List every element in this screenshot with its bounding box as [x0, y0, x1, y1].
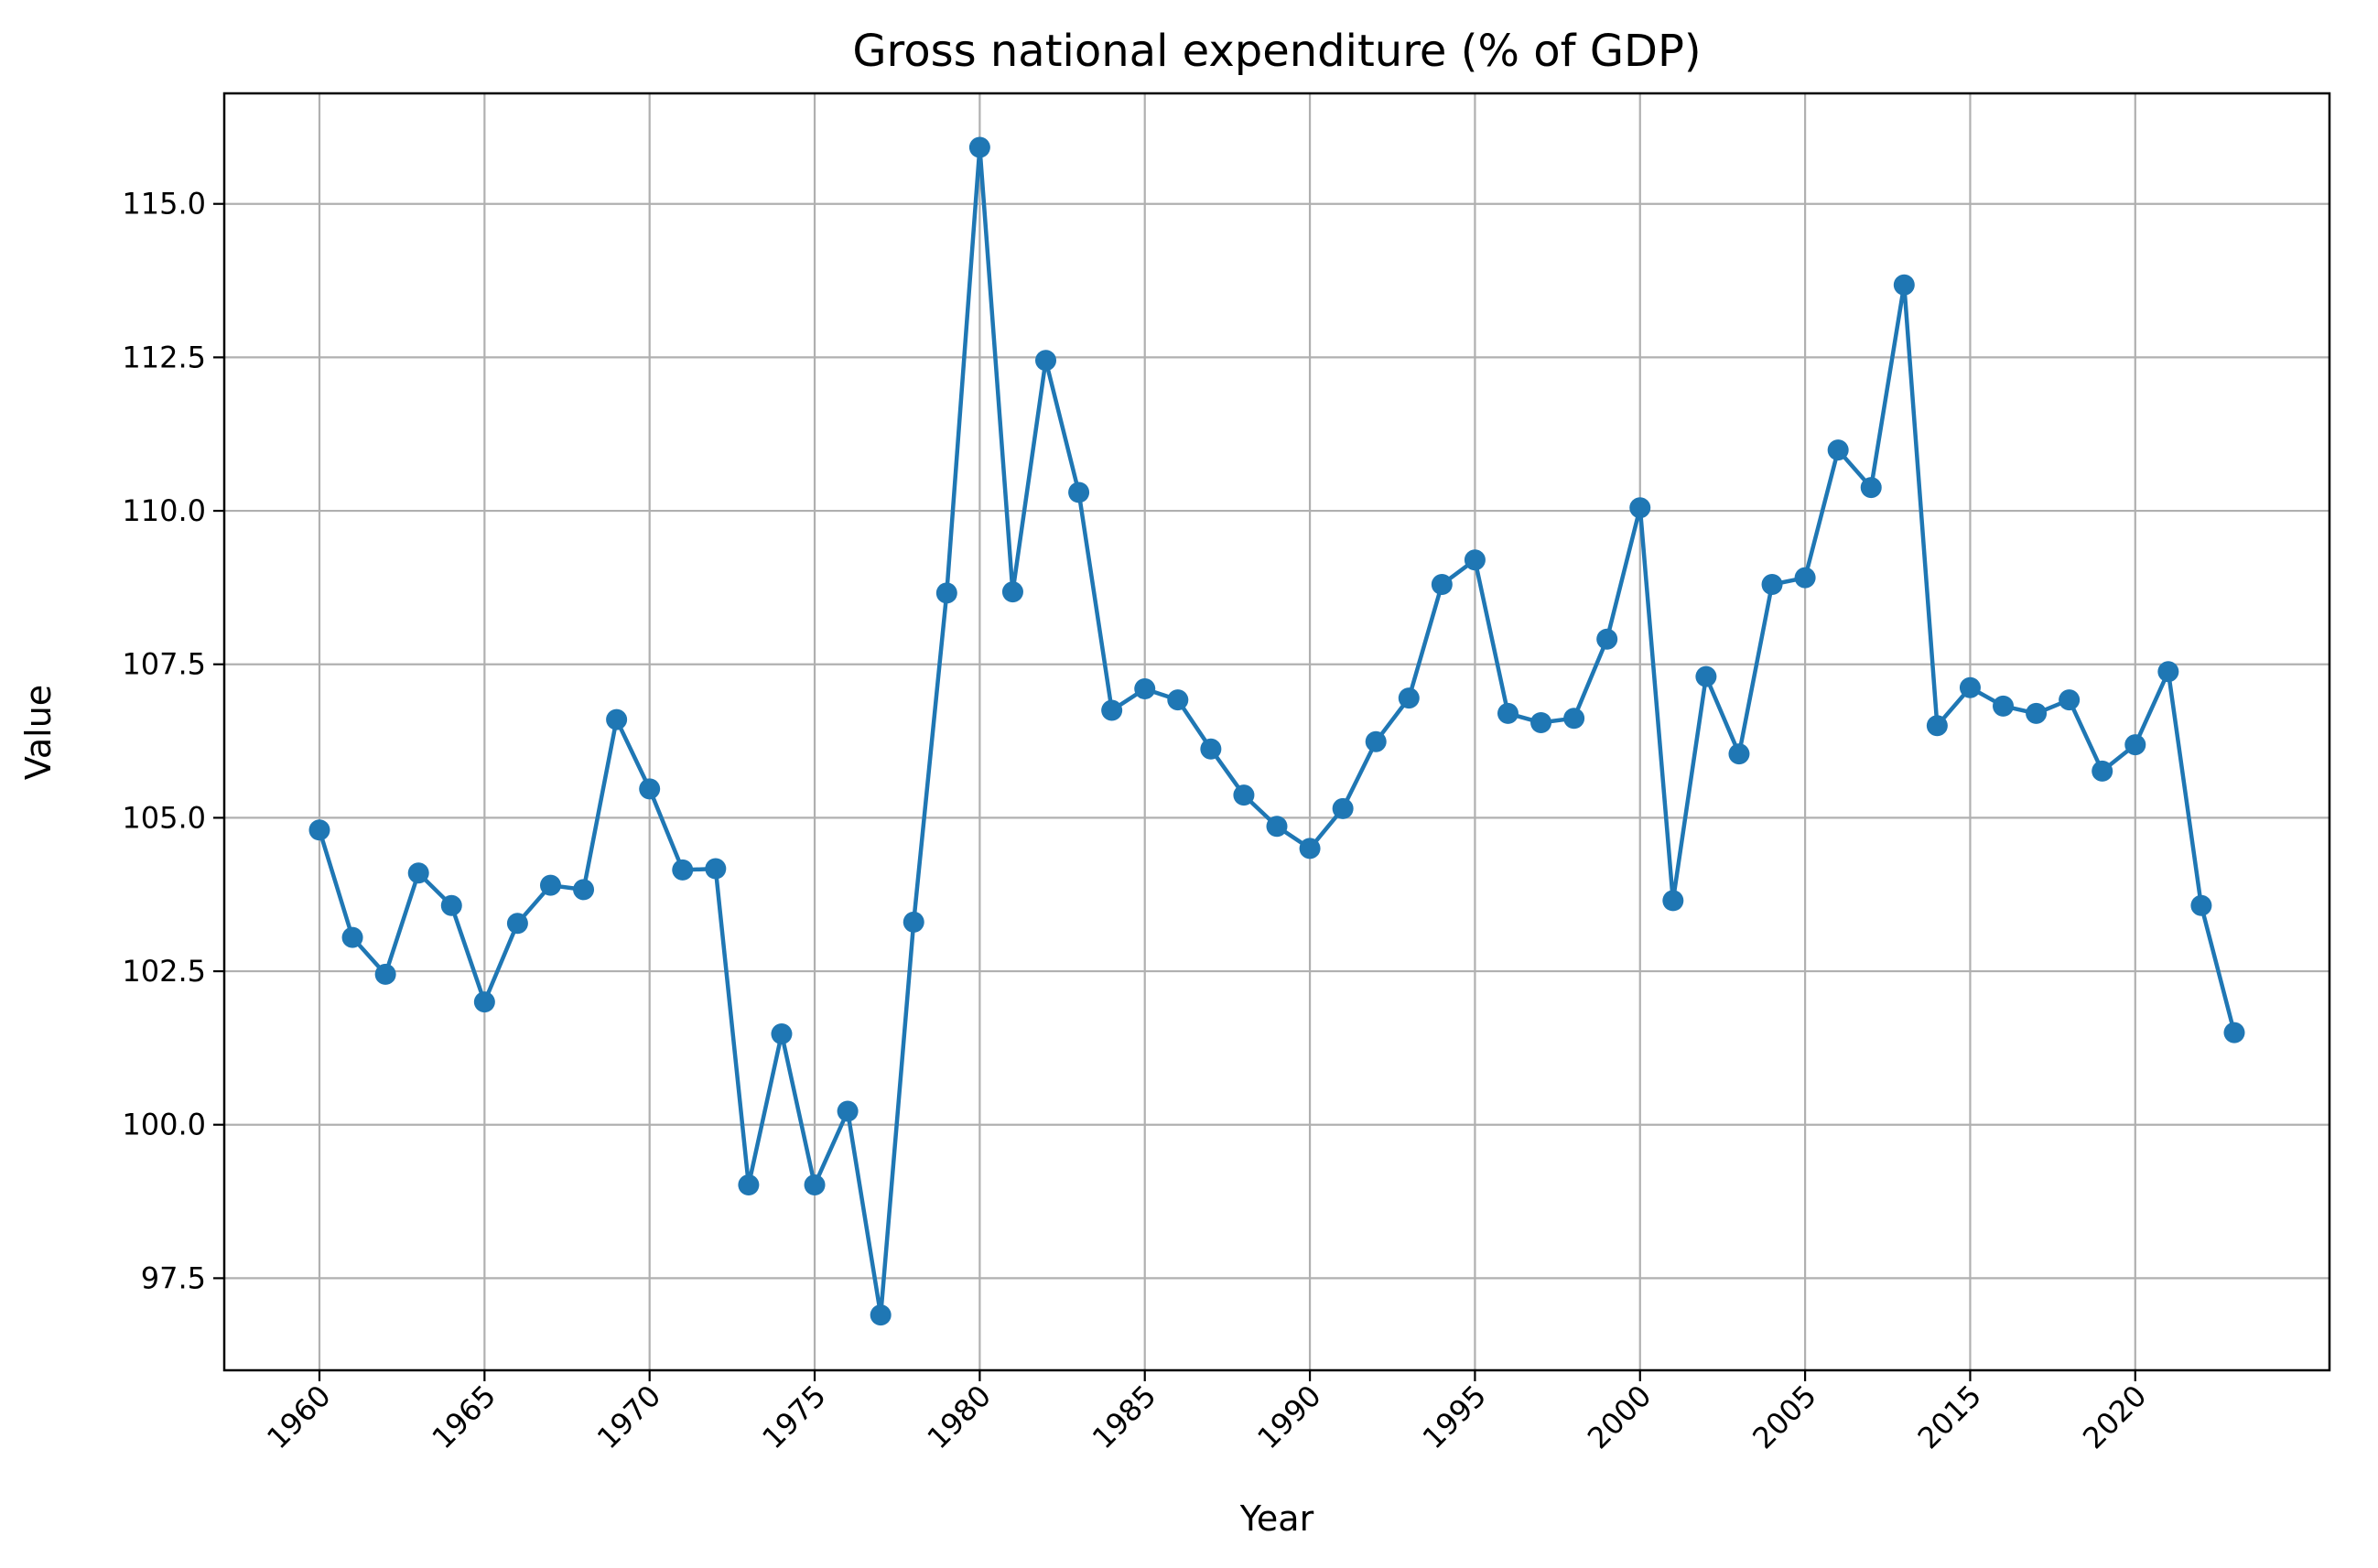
y-tick-label: 97.5 [141, 1260, 206, 1295]
data-point [804, 1173, 826, 1195]
y-tick-label: 102.5 [122, 954, 206, 989]
data-point [1035, 350, 1057, 372]
data-point [2223, 1022, 2245, 1044]
data-point [1398, 687, 1420, 709]
y-tick-label: 112.5 [122, 340, 206, 374]
data-point [968, 136, 990, 158]
data-point [1893, 274, 1915, 296]
data-point [870, 1304, 892, 1326]
chart-title: Gross national expenditure (% of GDP) [852, 26, 1701, 77]
data-point [2092, 760, 2113, 782]
data-point [1926, 715, 1948, 737]
data-point [308, 819, 330, 841]
data-point [1563, 708, 1585, 730]
plot-frame [222, 92, 2331, 1372]
data-point [1728, 743, 1750, 765]
data-point [1695, 665, 1717, 687]
data-point [705, 858, 727, 880]
data-point [1200, 738, 1222, 760]
data-point [771, 1022, 793, 1044]
data-point [903, 911, 924, 933]
data-point [1761, 574, 1783, 596]
data-point [2190, 894, 2212, 916]
data-point [341, 926, 363, 948]
data-point [639, 778, 661, 800]
data-point [539, 874, 561, 896]
data-point [440, 894, 462, 916]
data-point [1596, 628, 1618, 650]
grid-lines [224, 93, 2329, 1370]
data-point [1497, 702, 1519, 724]
x-axis-label: Year [1239, 1498, 1314, 1539]
y-tick-label: 110.0 [122, 493, 206, 528]
data-point [573, 879, 595, 901]
data-point [1266, 816, 1288, 838]
data-point [473, 991, 495, 1013]
data-point [1629, 497, 1651, 519]
data-point [1167, 689, 1189, 711]
data-point [1101, 699, 1123, 721]
y-tick-label: 100.0 [122, 1108, 206, 1142]
data-point [1662, 890, 1684, 912]
data-point [1332, 797, 1354, 819]
data-point [1959, 676, 1981, 698]
data-point [1365, 730, 1387, 752]
data-point [1860, 477, 1882, 499]
data-point [1299, 838, 1321, 860]
y-tick-label: 107.5 [122, 647, 206, 682]
data-point [1464, 549, 1486, 571]
data-point [1431, 574, 1453, 596]
data-point [1993, 695, 2015, 717]
data-point [935, 582, 957, 604]
y-tick-label: 105.0 [122, 800, 206, 835]
data-point [738, 1173, 760, 1195]
data-point [606, 708, 628, 730]
data-point [837, 1100, 859, 1122]
data-point [1068, 481, 1090, 503]
data-point [1001, 581, 1023, 603]
y-tick-label: 115.0 [122, 187, 206, 222]
data-point [2026, 702, 2048, 724]
data-point [2124, 734, 2146, 756]
data-point [1794, 567, 1816, 589]
data-point [672, 859, 694, 881]
y-axis-label: Value [18, 685, 59, 780]
data-point [506, 913, 528, 935]
data-point [1233, 784, 1255, 806]
data-point [1827, 439, 1849, 461]
data-point [1134, 678, 1156, 700]
data-point [2157, 661, 2179, 683]
data-point [374, 963, 396, 985]
data-point [407, 862, 429, 884]
series-layer [308, 136, 2245, 1326]
data-point [1530, 711, 1552, 733]
data-point [2059, 689, 2081, 711]
